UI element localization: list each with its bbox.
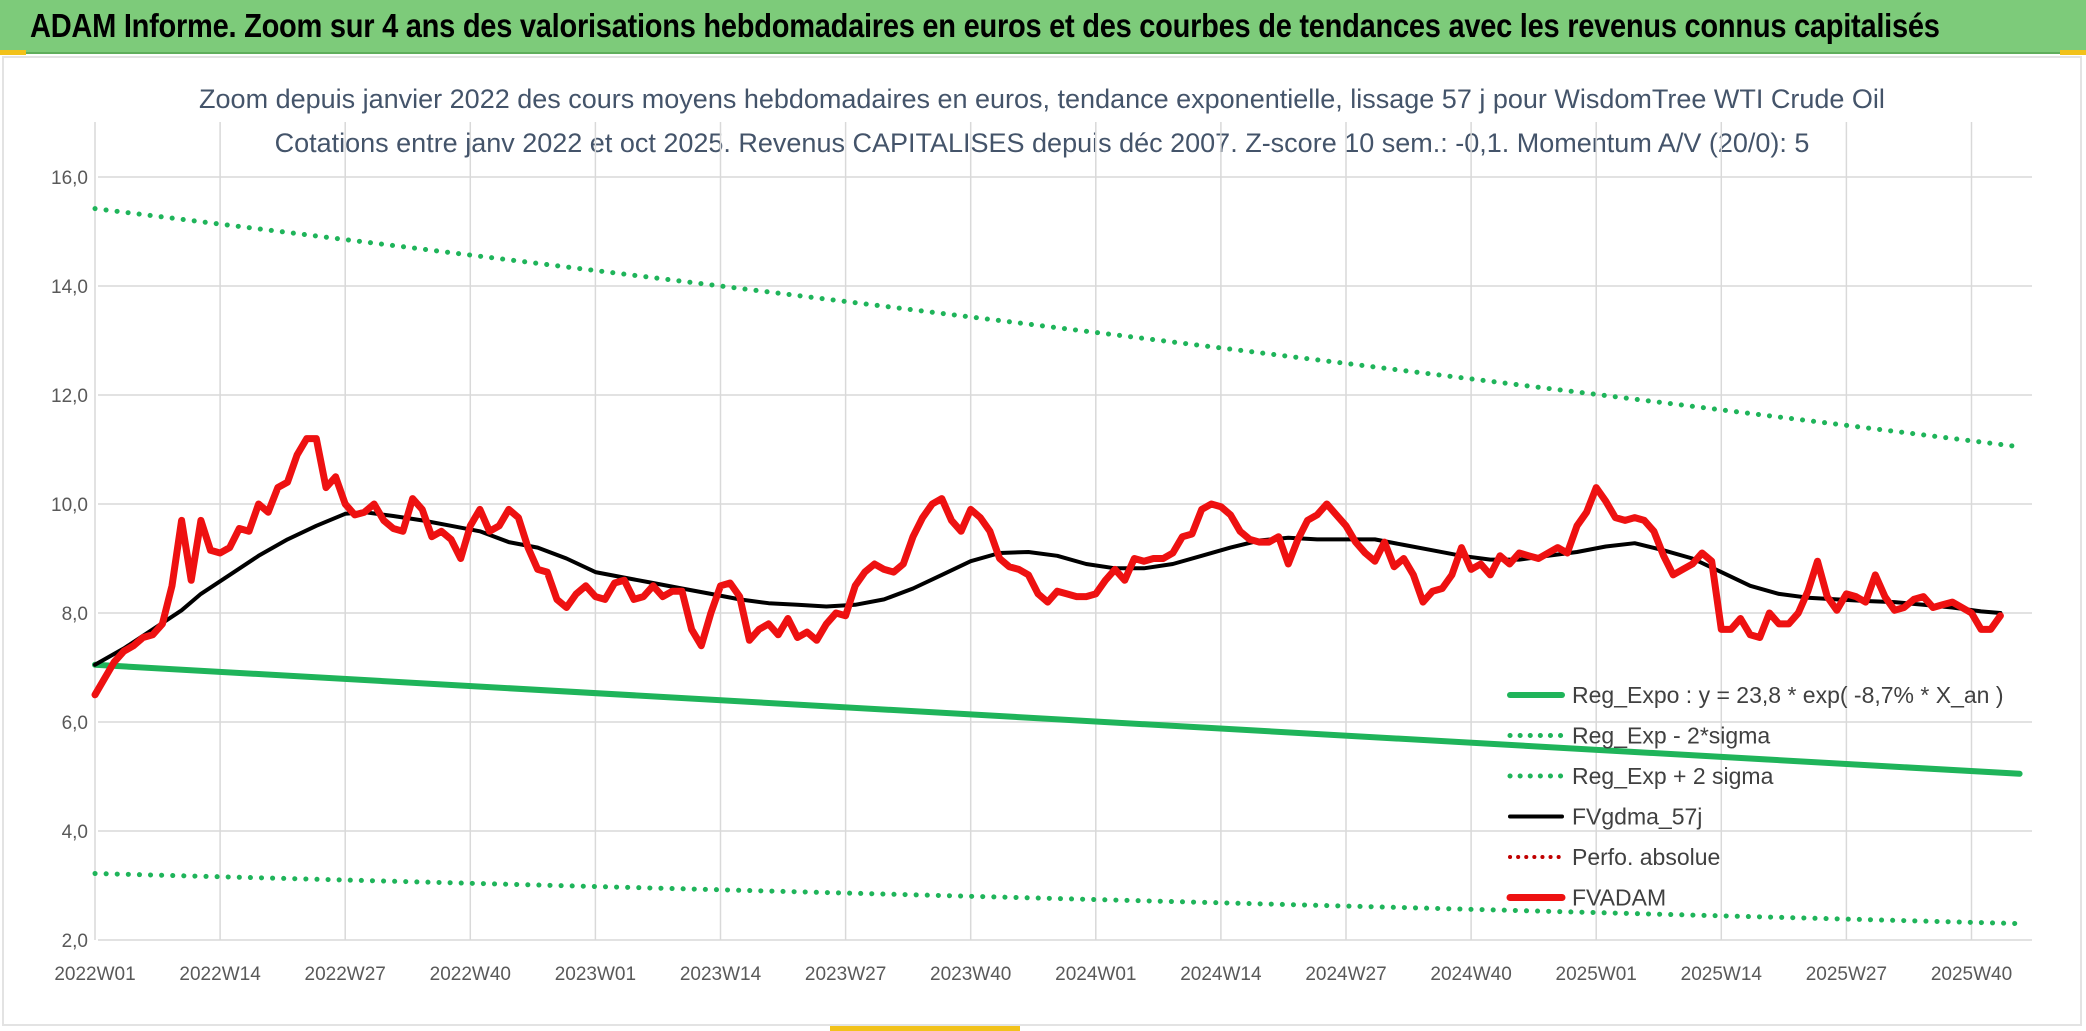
x-tick-label: 2024W40 <box>1430 964 1511 985</box>
y-tick-label: 12,0 <box>51 386 88 407</box>
perfo-absolue-legend-label: Perfo. absolue <box>1572 844 1720 870</box>
x-axis: 2022W01 2022W14 2022W27 2022W40 2023W01 2023W… <box>54 964 2012 985</box>
reg-exp-minus-2sigma-legend-label: Reg_Exp - 2*sigma <box>1572 723 1770 749</box>
chart-title-line2: Cotations entre janv 2022 et oct 2025. R… <box>275 128 1810 158</box>
x-tick-label: 2023W14 <box>680 964 762 985</box>
y-tick-label: 6,0 <box>62 713 88 734</box>
fvadam-line <box>91 435 2004 699</box>
x-tick-label: 2023W01 <box>555 964 636 985</box>
x-tick-label: 2024W01 <box>1055 964 1136 985</box>
reg-exp-plus-2sigma-line <box>92 206 2023 450</box>
banner-accent-right <box>2060 50 2086 55</box>
y-tick-label: 10,0 <box>51 495 88 516</box>
y-tick-label: 2,0 <box>62 931 88 952</box>
grid <box>94 122 2032 941</box>
reg-expo-legend-label: Reg_Expo : y = 23,8 * exp( -8,7% * X_an … <box>1572 682 2004 708</box>
y-tick-label: 8,0 <box>62 604 88 625</box>
x-tick-label: 2025W14 <box>1681 964 1763 985</box>
y-axis: 2,0 4,0 6,0 8,0 10,0 12,0 14,0 16,0 <box>51 168 88 952</box>
x-tick-label: 2024W27 <box>1305 964 1386 985</box>
report-banner: ADAM Informe. Zoom sur 4 ans des valoris… <box>0 0 2086 54</box>
fvadam-legend-label: FVADAM <box>1572 885 1666 911</box>
banner-accent-left <box>0 50 26 55</box>
x-tick-label: 2023W40 <box>930 964 1011 985</box>
series-group <box>91 206 2023 927</box>
x-tick-label: 2025W01 <box>1556 964 1637 985</box>
y-tick-label: 16,0 <box>51 168 88 189</box>
x-tick-label: 2022W14 <box>179 964 261 985</box>
x-tick-label: 2023W27 <box>805 964 886 985</box>
bottom-accent <box>830 1026 1020 1031</box>
x-tick-label: 2025W27 <box>1806 964 1887 985</box>
fvgdma-57j-legend-label: FVgdma_57j <box>1572 804 1702 830</box>
x-tick-label: 2022W40 <box>430 964 511 985</box>
y-tick-label: 4,0 <box>62 822 88 843</box>
reg-exp-plus-2sigma-legend-label: Reg_Exp + 2 sigma <box>1572 763 1774 789</box>
report-title: ADAM Informe. Zoom sur 4 ans des valoris… <box>30 7 1940 44</box>
fvgdma-57j-line <box>93 510 2003 667</box>
legend: Reg_Expo : y = 23,8 * exp( -8,7% * X_an … <box>1506 682 2004 911</box>
chart-title-line1: Zoom depuis janvier 2022 des cours moyen… <box>199 84 1885 114</box>
y-tick-label: 14,0 <box>51 277 88 298</box>
x-tick-label: 2022W01 <box>54 964 135 985</box>
chart-frame <box>2 56 2082 1026</box>
x-tick-label: 2025W40 <box>1931 964 2012 985</box>
x-tick-label: 2022W27 <box>305 964 386 985</box>
reg-expo-line <box>92 661 2023 777</box>
x-tick-label: 2024W14 <box>1180 964 1262 985</box>
reg-exp-minus-2sigma-line <box>92 871 2023 927</box>
